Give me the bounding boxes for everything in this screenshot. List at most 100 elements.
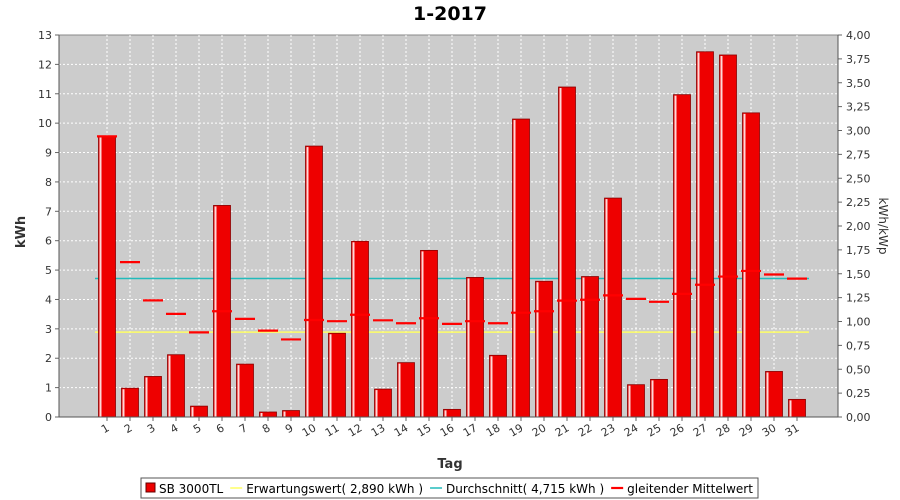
y-right-tick-label: 3,25	[846, 101, 871, 114]
y-tick-label: 7	[45, 205, 52, 218]
bar-highlight	[352, 242, 355, 417]
y-right-tick-label: 2,00	[846, 220, 871, 233]
bar-highlight	[306, 147, 309, 417]
y-tick-label: 8	[45, 176, 52, 189]
y-tick-label: 13	[38, 29, 52, 42]
bar-highlight	[536, 282, 539, 417]
x-tick-label: 15	[415, 421, 434, 439]
y-tick-label: 11	[38, 88, 52, 101]
bar-highlight	[260, 413, 263, 417]
bar-highlight	[582, 277, 585, 417]
x-tick-label: 4	[168, 421, 181, 436]
bar-highlight	[168, 355, 171, 417]
bar-highlight	[651, 380, 654, 417]
y-tick-label: 6	[45, 235, 52, 248]
x-tick-label: 11	[323, 421, 342, 439]
bar-highlight	[191, 407, 194, 417]
legend-swatch	[145, 482, 156, 493]
y-tick-label: 10	[38, 117, 52, 130]
x-tick-label: 25	[645, 421, 664, 439]
y-right-tick-label: 0,00	[846, 411, 871, 424]
x-tick-label: 23	[599, 421, 618, 439]
y-right-tick-label: 4,00	[846, 29, 871, 42]
legend-label: gleitender Mittelwert	[627, 482, 753, 496]
bar-highlight	[743, 113, 746, 417]
bar-highlight	[674, 95, 677, 418]
x-tick-label: 10	[300, 421, 319, 439]
x-tick-label: 6	[214, 421, 227, 436]
x-tick-label: 31	[783, 421, 802, 439]
chart-title: 1-2017	[413, 3, 487, 25]
x-tick-label: 19	[507, 421, 526, 439]
y-right-tick-label: 0,75	[846, 339, 871, 352]
y-right-tick-label: 2,25	[846, 196, 871, 209]
bar-highlight	[513, 120, 516, 417]
x-tick-label: 16	[438, 421, 457, 439]
y-tick-label: 2	[45, 352, 52, 365]
bar-highlight	[628, 385, 631, 417]
x-tick-label: 24	[622, 421, 641, 439]
x-tick-label: 18	[484, 421, 503, 439]
y-tick-label: 5	[45, 264, 52, 277]
y-right-tick-label: 3,75	[846, 53, 871, 66]
y-right-tick-label: 3,50	[846, 77, 871, 90]
bars	[98, 51, 806, 418]
bar-highlight	[329, 334, 332, 417]
bar-highlight	[490, 356, 493, 417]
y-right-tick-label: 1,75	[846, 244, 871, 257]
bar-highlight	[605, 199, 608, 417]
x-tick-label: 27	[691, 421, 710, 439]
x-tick-label: 29	[737, 421, 756, 439]
bar-highlight	[789, 400, 792, 417]
bar-highlight	[766, 372, 769, 417]
bar-highlight	[237, 365, 240, 417]
legend-label: SB 3000TL	[159, 482, 224, 496]
x-tick-label: 21	[553, 421, 572, 439]
y-tick-label: 9	[45, 147, 52, 160]
x-tick-label: 17	[461, 421, 480, 439]
legend-box	[140, 477, 759, 499]
y-axis-label: kWh	[14, 216, 29, 248]
x-tick-label: 5	[191, 421, 204, 436]
x-tick-label: 13	[369, 421, 388, 439]
legend-label: Durchschnitt( 4,715 kWh )	[446, 482, 604, 496]
y-right-tick-label: 1,50	[846, 268, 871, 281]
y-right-tick-label: 1,00	[846, 316, 871, 329]
legend: SB 3000TL Erwartungswert( 2,890 kWh ) Durc…	[140, 477, 759, 499]
y-right-tick-label: 0,25	[846, 387, 871, 400]
x-tick-label: 1	[99, 421, 112, 436]
y-right-tick-label: 1,25	[846, 292, 871, 305]
x-axis-label: Tag	[437, 457, 462, 472]
y-axis-right-label: kWh/kWp	[876, 198, 890, 255]
y-right-tick-label: 3,00	[846, 125, 871, 138]
bar-highlight	[145, 377, 148, 417]
y-tick-label: 1	[45, 382, 52, 395]
axes: 0123456789101112130,000,250,500,751,001,…	[38, 29, 871, 440]
bar-highlight	[720, 55, 723, 417]
bar-highlight	[444, 410, 447, 417]
bar-highlight	[99, 137, 102, 417]
x-tick-label: 12	[346, 421, 365, 439]
bar-highlight	[421, 251, 424, 417]
bar-highlight	[697, 52, 700, 417]
bar-highlight	[467, 278, 470, 417]
y-right-tick-label: 2,50	[846, 172, 871, 185]
bar-highlight	[122, 389, 125, 417]
x-tick-label: 7	[237, 421, 250, 436]
x-tick-label: 22	[576, 421, 595, 439]
x-tick-label: 28	[714, 421, 733, 439]
x-tick-label: 14	[392, 421, 411, 439]
x-tick-label: 2	[122, 421, 135, 436]
x-tick-label: 9	[283, 421, 296, 436]
x-tick-label: 30	[760, 421, 779, 439]
bar-highlight	[559, 88, 562, 417]
x-tick-label: 3	[145, 421, 158, 436]
x-tick-label: 20	[530, 421, 549, 439]
y-tick-label: 0	[45, 411, 52, 424]
x-tick-label: 8	[260, 421, 273, 436]
y-right-tick-label: 2,75	[846, 148, 871, 161]
bar-highlight	[283, 411, 286, 417]
y-tick-label: 3	[45, 323, 52, 336]
x-tick-label: 26	[668, 421, 687, 439]
